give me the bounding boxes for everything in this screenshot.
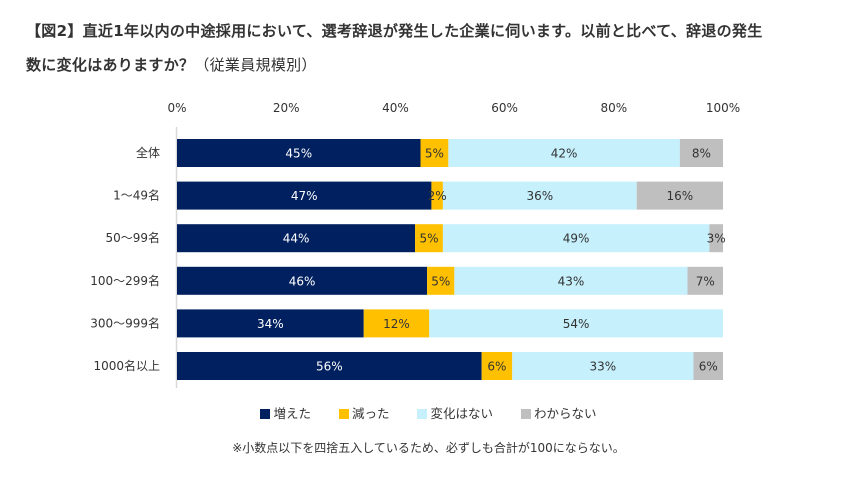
data-label: 2% bbox=[428, 189, 447, 203]
chart-title-line1: 【図2】直近1年以内の中途採用において、選考辞退が発生した企業に伺います。以前と… bbox=[26, 22, 763, 40]
data-labels: 45% 5% 42% 8% 47% 2% 36% 16% 44% 5% 49% 3% 46% 5% 43% 7… bbox=[257, 147, 726, 374]
data-label: 7% bbox=[696, 274, 715, 288]
data-label: 12% bbox=[383, 317, 410, 331]
chart-title-subtitle: （従業員規模別） bbox=[194, 56, 317, 74]
data-label: 44% bbox=[283, 232, 310, 246]
category-label: 50～99名 bbox=[105, 230, 160, 245]
chart-title-line2: 数に変化はありますか？（従業員規模別） bbox=[26, 48, 846, 82]
footnote: ※小数点以下を四捨五入しているため、必ずしも合計が100にならない。 bbox=[232, 441, 625, 455]
x-tick-label: 80% bbox=[600, 101, 627, 115]
legend-swatch-no-change bbox=[417, 409, 428, 419]
bar-segment-no-change bbox=[442, 181, 637, 210]
category-label: 全体 bbox=[136, 145, 160, 160]
bar-segment-increased bbox=[177, 181, 432, 210]
bar-segment-increased bbox=[177, 309, 364, 338]
x-tick-label: 60% bbox=[491, 101, 518, 115]
bar-segment-decreased bbox=[431, 181, 443, 210]
data-label: 5% bbox=[431, 274, 450, 288]
legend-item-no-change: 変化はない bbox=[417, 403, 493, 422]
data-label: 16% bbox=[667, 189, 694, 203]
data-label: 5% bbox=[419, 232, 438, 246]
x-tick-label: 20% bbox=[273, 101, 300, 115]
data-label: 6% bbox=[487, 360, 506, 374]
bar-segment-unknown bbox=[709, 224, 723, 253]
data-label: 56% bbox=[316, 360, 343, 374]
data-label: 47% bbox=[291, 189, 318, 203]
bar-segment-increased bbox=[177, 352, 482, 380]
bar-segment-decreased bbox=[420, 139, 449, 167]
bar-segment-unknown bbox=[693, 352, 723, 380]
bar-segment-decreased bbox=[363, 309, 430, 338]
bar-segment-decreased bbox=[415, 224, 443, 253]
bar-segment-no-change bbox=[442, 224, 710, 253]
legend-item-increased: 増えた bbox=[260, 403, 311, 422]
data-label: 45% bbox=[285, 147, 312, 161]
data-label: 49% bbox=[563, 232, 590, 246]
x-tick-label: 0% bbox=[167, 101, 186, 115]
data-label: 8% bbox=[692, 147, 711, 161]
chart-title: 【図2】直近1年以内の中途採用において、選考辞退が発生した企業に伺います。以前と… bbox=[26, 14, 846, 82]
legend-item-unknown: わからない bbox=[520, 403, 597, 422]
bar-segment-no-change bbox=[448, 139, 680, 167]
bar-segment-unknown bbox=[636, 181, 723, 210]
data-label: 54% bbox=[563, 317, 590, 331]
legend-item-decreased: 減った bbox=[338, 403, 390, 422]
legend-swatch-unknown bbox=[520, 409, 531, 419]
bar-segment-unknown bbox=[687, 266, 723, 295]
x-tick-label: 100% bbox=[706, 101, 740, 115]
category-label: 1000名以上 bbox=[93, 358, 160, 373]
bar-segment-decreased bbox=[481, 352, 513, 380]
data-label: 34% bbox=[257, 317, 284, 331]
legend-swatch-increased bbox=[260, 409, 271, 419]
category-labels: 全体 1～49名 50～99名 100～299名 300～999名 1000名以上 bbox=[90, 145, 160, 373]
data-label: 3% bbox=[707, 232, 726, 246]
bar-segment-decreased bbox=[427, 266, 455, 295]
bar-segments bbox=[177, 139, 723, 380]
chart-title-question: 数に変化はありますか？ bbox=[26, 56, 195, 74]
category-label: 1～49名 bbox=[113, 188, 160, 203]
bar-segment-increased bbox=[177, 224, 416, 253]
data-label: 43% bbox=[558, 274, 585, 288]
legend-swatch-decreased bbox=[338, 409, 349, 419]
data-label: 36% bbox=[526, 189, 553, 203]
bar-segment-increased bbox=[177, 139, 421, 167]
data-label: 33% bbox=[590, 360, 617, 374]
legend: 増えた 減った 変化はない わからない bbox=[0, 403, 857, 422]
x-tick-label: 40% bbox=[382, 101, 409, 115]
data-label: 6% bbox=[699, 360, 718, 374]
bar-segment-no-change bbox=[429, 309, 723, 338]
stacked-bar-chart: 0% 20% 40% 60% 80% 100% 全体 1～49名 50～99名 100～299名… bbox=[90, 101, 740, 388]
bar-segment-no-change bbox=[512, 352, 694, 380]
category-label: 100～299名 bbox=[90, 273, 160, 288]
data-label: 5% bbox=[425, 147, 444, 161]
data-label: 46% bbox=[289, 274, 316, 288]
category-label: 300～999名 bbox=[90, 315, 160, 330]
x-axis-ticks: 0% 20% 40% 60% 80% 100% bbox=[167, 101, 740, 115]
bar-segment-unknown bbox=[679, 139, 723, 167]
bar-segment-no-change bbox=[454, 266, 688, 295]
bar-segment-increased bbox=[177, 266, 428, 295]
data-label: 42% bbox=[551, 147, 578, 161]
